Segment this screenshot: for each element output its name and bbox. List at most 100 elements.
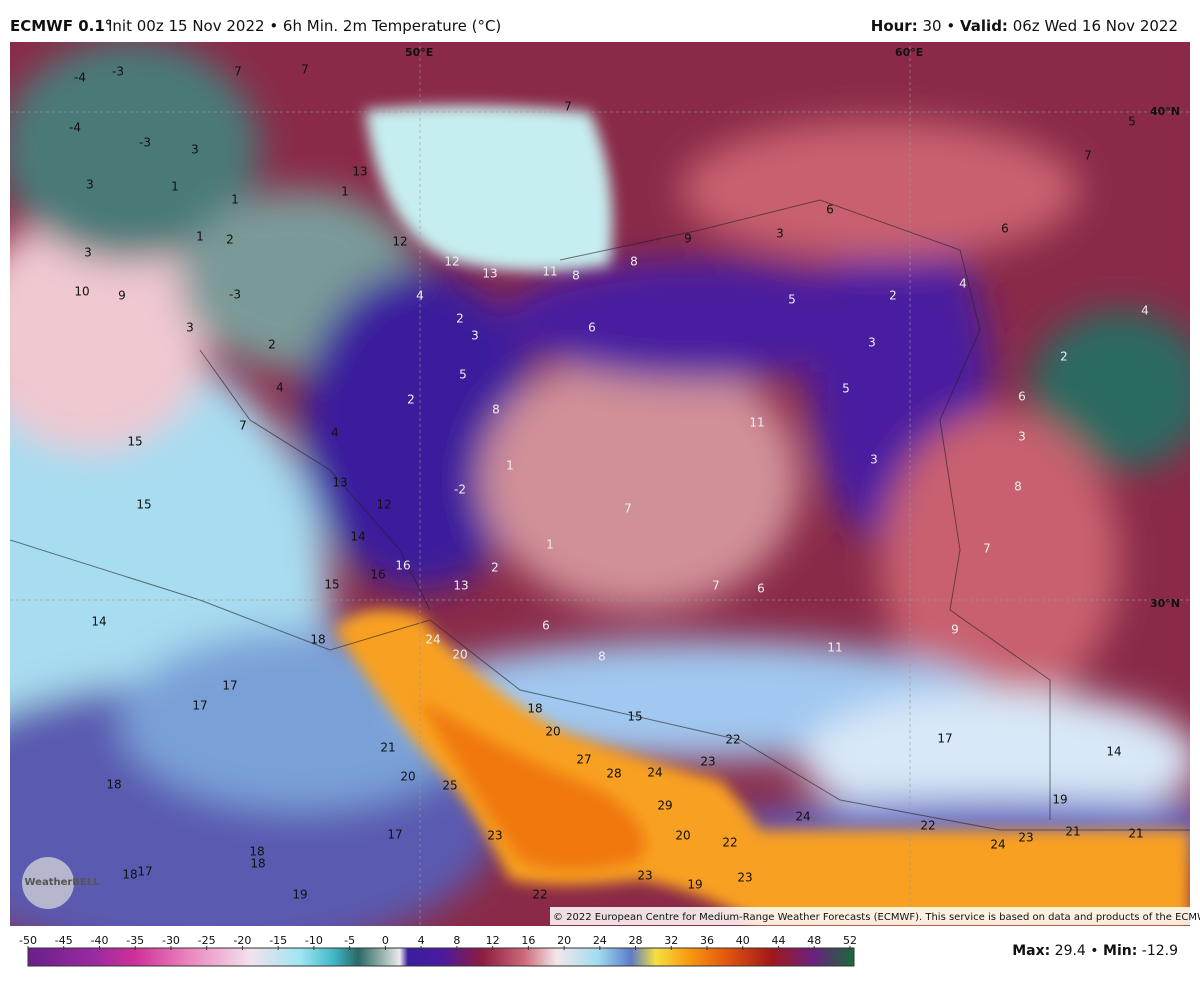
temperature-label: 18 — [106, 778, 121, 792]
temperature-label: 14 — [1106, 745, 1121, 759]
temperature-label: 3 — [471, 329, 479, 343]
colorbar-tick-label: 16 — [521, 934, 535, 947]
temperature-label: 13 — [332, 476, 347, 490]
temperature-label: 27 — [576, 753, 591, 767]
borders — [10, 42, 1190, 925]
temperature-label: 3 — [86, 178, 94, 192]
temperature-label: 18 — [527, 702, 542, 716]
temperature-label: -3 — [139, 136, 151, 150]
temperature-label: 7 — [239, 419, 247, 433]
temperature-label: 11 — [749, 416, 764, 430]
temperature-label: 20 — [545, 725, 560, 739]
temperature-label: 6 — [757, 582, 765, 596]
temperature-label: 1 — [341, 185, 349, 199]
colorbar-tick-label: -40 — [90, 934, 108, 947]
valid-info: Hour: 30 • Valid: 06z Wed 16 Nov 2022 — [871, 17, 1178, 35]
temperature-label: 7 — [624, 502, 632, 516]
temperature-label: 9 — [684, 232, 692, 246]
temperature-label: -4 — [69, 121, 81, 135]
max-label: Max: — [1012, 943, 1050, 959]
watermark-logo — [22, 857, 74, 909]
temperature-label: -4 — [74, 71, 86, 85]
max: 29.4 — [1055, 943, 1086, 959]
temperature-label: 8 — [630, 255, 638, 269]
separator: • — [1090, 943, 1098, 959]
temperature-label: 21 — [1128, 827, 1143, 841]
model: ECMWF 0.1° — [10, 17, 112, 35]
temperature-label: 6 — [1018, 390, 1026, 404]
temperature-label: 4 — [331, 426, 339, 440]
stats: Max: 29.4 • Min: -12.9 — [1012, 943, 1178, 959]
colorbar-tick-label: -30 — [162, 934, 180, 947]
temperature-label: 21 — [1065, 825, 1080, 839]
graticule-label: 60°E — [895, 46, 923, 59]
temperature-label: 2 — [1060, 350, 1068, 364]
temperature-label: 29 — [657, 799, 672, 813]
colorbar-tick-label: 12 — [486, 934, 500, 947]
valid-label: Valid: — [960, 17, 1008, 35]
hour: 30 — [922, 17, 941, 35]
temperature-label: 22 — [722, 836, 737, 850]
temperature-label: -3 — [112, 65, 124, 79]
temperature-label: 17 — [937, 732, 952, 746]
colorbar-tick-label: -15 — [269, 934, 287, 947]
temperature-label: 8 — [572, 269, 580, 283]
temperature-label: 12 — [376, 498, 391, 512]
colorbar-tick-label: 32 — [664, 934, 678, 947]
temperature-label: 7 — [712, 579, 720, 593]
temperature-label: 23 — [487, 829, 502, 843]
temperature-label: 3 — [84, 246, 92, 260]
temperature-label: 10 — [74, 285, 89, 299]
temperature-label: 6 — [826, 203, 834, 217]
temperature-label: 15 — [127, 435, 142, 449]
temperature-label: 24 — [425, 633, 440, 647]
temperature-label: 8 — [598, 650, 606, 664]
temperature-label: 2 — [268, 338, 276, 352]
temperature-label: 17 — [192, 699, 207, 713]
colorbar-tick-label: 8 — [453, 934, 460, 947]
colorbar-tick-label: 44 — [772, 934, 786, 947]
temperature-label: 14 — [91, 615, 106, 629]
temperature-label: 8 — [492, 403, 500, 417]
temperature-label: 24 — [647, 766, 662, 780]
colorbar-tick-label: 20 — [557, 934, 571, 947]
temperature-label: 3 — [776, 227, 784, 241]
temperature-label: 1 — [506, 459, 514, 473]
colorbar-tick-label: 24 — [593, 934, 607, 947]
colorbar-tick-label: -20 — [233, 934, 251, 947]
temperature-label: 11 — [542, 265, 557, 279]
colorbar-tick-label: 4 — [418, 934, 425, 947]
temperature-label: 23 — [737, 871, 752, 885]
colorbar-tick-label: 40 — [736, 934, 750, 947]
temperature-label: 9 — [951, 623, 959, 637]
temperature-label: 22 — [532, 888, 547, 902]
temperature-label: 20 — [400, 770, 415, 784]
temperature-label: 23 — [700, 755, 715, 769]
temperature-label: 28 — [606, 767, 621, 781]
temperature-label: 4 — [959, 277, 967, 291]
temperature-label: 3 — [191, 143, 199, 157]
graticule-label: 50°E — [405, 46, 433, 59]
temperature-label: 14 — [350, 530, 365, 544]
colorbar-tick-label: 28 — [629, 934, 643, 947]
temperature-label: 7 — [234, 65, 242, 79]
temperature-label: 2 — [491, 561, 499, 575]
colorbar-tick-label: 0 — [382, 934, 389, 947]
colorbar-tick-label: 52 — [843, 934, 857, 947]
map — [10, 42, 1190, 926]
temperature-label: 13 — [352, 165, 367, 179]
min: -12.9 — [1142, 943, 1178, 959]
temperature-label: 21 — [380, 741, 395, 755]
temperature-label: 2 — [889, 289, 897, 303]
graticule-label: 40°N — [1150, 105, 1180, 118]
temperature-label: 4 — [276, 381, 284, 395]
temperature-label: 17 — [137, 865, 152, 879]
temperature-label: 5 — [459, 368, 467, 382]
temperature-label: 3 — [186, 321, 194, 335]
temperature-label: 3 — [868, 336, 876, 350]
colorbar-ticks: -50 -45 -40 -35 -30 -25 -20 -15 -10 -5 0 4 8 12 16 20 24… — [19, 934, 857, 950]
temperature-label: 5 — [788, 293, 796, 307]
colorbar-tick-label: -50 — [19, 934, 37, 947]
